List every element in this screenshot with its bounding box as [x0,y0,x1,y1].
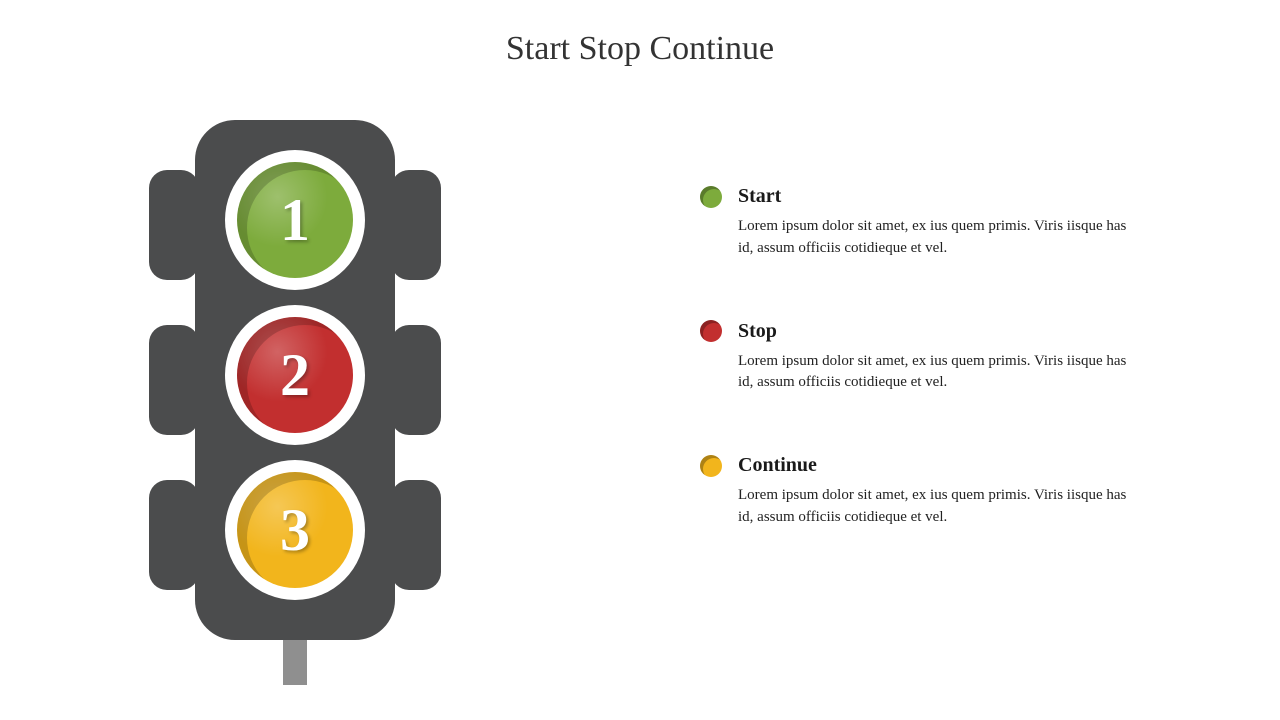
item-continue-head: Continue [700,454,1140,477]
light-2-number: 2 [280,341,310,410]
item-stop-title: Stop [738,320,777,343]
item-stop: Stop Lorem ipsum dolor sit amet, ex ius … [700,320,1140,395]
traffic-pole [283,640,307,685]
visor-right-1 [391,170,441,280]
visor-left-2 [149,325,199,435]
light-3-inner: 3 [237,472,353,588]
dot-stop-icon [700,320,722,342]
light-3: 3 [225,460,365,600]
dot-continue-shade [700,455,722,477]
light-1-inner: 1 [237,162,353,278]
light-2: 2 [225,305,365,445]
item-stop-head: Stop [700,320,1140,343]
item-stop-body: Lorem ipsum dolor sit amet, ex ius quem … [738,351,1140,395]
dot-stop-shade [700,320,722,342]
item-continue-body: Lorem ipsum dolor sit amet, ex ius quem … [738,485,1140,529]
item-start-head: Start [700,185,1140,208]
item-start: Start Lorem ipsum dolor sit amet, ex ius… [700,185,1140,260]
slide-title: Start Stop Continue [0,30,1280,68]
dot-continue-icon [700,455,722,477]
visor-left-3 [149,480,199,590]
dot-start-shade [700,186,722,208]
dot-start-icon [700,186,722,208]
item-continue-title: Continue [738,454,817,477]
light-1: 1 [225,150,365,290]
visor-left-1 [149,170,199,280]
visor-right-3 [391,480,441,590]
item-continue: Continue Lorem ipsum dolor sit amet, ex … [700,454,1140,529]
items-column: Start Lorem ipsum dolor sit amet, ex ius… [700,185,1140,589]
visor-right-2 [391,325,441,435]
traffic-light-graphic: 1 2 3 [155,120,435,700]
item-start-title: Start [738,185,781,208]
item-start-body: Lorem ipsum dolor sit amet, ex ius quem … [738,216,1140,260]
slide-canvas: Start Stop Continue 1 2 3 [0,0,1280,720]
light-3-number: 3 [280,496,310,565]
light-2-inner: 2 [237,317,353,433]
light-1-number: 1 [280,186,310,255]
